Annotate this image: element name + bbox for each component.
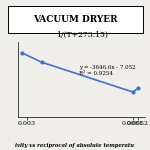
Text: VACUUM DRYER: VACUUM DRYER [33,15,117,24]
Text: ivity vs reciprocal of absolute temperatu: ivity vs reciprocal of absolute temperat… [15,144,135,148]
Text: 1/(T+273.15): 1/(T+273.15) [57,31,108,39]
Text: y = -3646.6x - 7.052
R² = 0.9254: y = -3646.6x - 7.052 R² = 0.9254 [79,65,136,76]
